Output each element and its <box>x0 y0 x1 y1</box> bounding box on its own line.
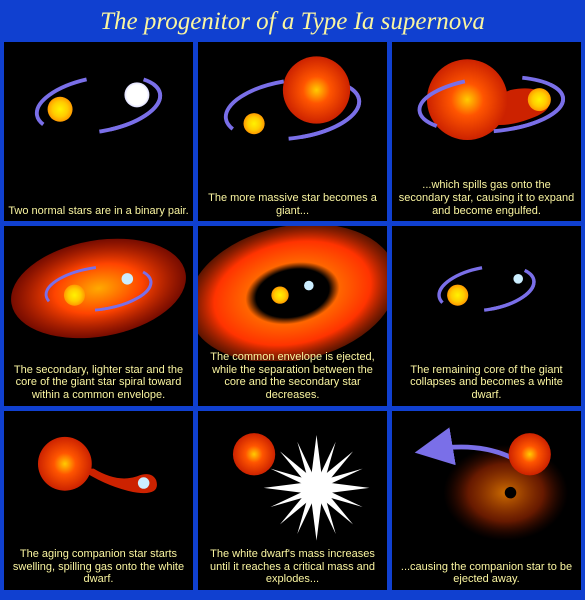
panel-2-art <box>198 42 387 176</box>
panel-4-caption: The secondary, lighter star and the core… <box>8 364 189 402</box>
panel-7-art <box>4 411 193 545</box>
panel-1-caption: Two normal stars are in a binary pair. <box>8 205 189 218</box>
panel-5: The common envelope is ejected, while th… <box>198 226 387 405</box>
panel-5-art <box>198 226 387 360</box>
panel-6: The remaining core of the giant collapse… <box>392 226 581 405</box>
panel-2: The more massive star becomes a giant... <box>198 42 387 221</box>
panel-3-art <box>392 42 581 176</box>
panel-7-caption: The aging companion star starts swelling… <box>8 548 189 586</box>
diagram-frame: The progenitor of a Type Ia supernova Tw… <box>0 0 585 600</box>
panel-1-art <box>4 42 193 176</box>
panel-8: The white dwarf's mass increases until i… <box>198 411 387 590</box>
panel-6-art <box>392 226 581 360</box>
diagram-title: The progenitor of a Type Ia supernova <box>4 4 581 42</box>
panel-3: ...which spills gas onto the secondary s… <box>392 42 581 221</box>
panel-6-caption: The remaining core of the giant collapse… <box>396 364 577 402</box>
panel-4: The secondary, lighter star and the core… <box>4 226 193 405</box>
panel-grid: Two normal stars are in a binary pair. T… <box>4 42 581 590</box>
panel-9-caption: ...causing the companion star to be ejec… <box>396 561 577 586</box>
panel-8-art <box>198 411 387 545</box>
panel-8-caption: The white dwarf's mass increases until i… <box>202 548 383 586</box>
panel-9-art <box>392 411 581 545</box>
panel-3-caption: ...which spills gas onto the secondary s… <box>396 179 577 217</box>
panel-7: The aging companion star starts swelling… <box>4 411 193 590</box>
panel-1: Two normal stars are in a binary pair. <box>4 42 193 221</box>
panel-2-caption: The more massive star becomes a giant... <box>202 192 383 217</box>
panel-5-caption: The common envelope is ejected, while th… <box>202 351 383 402</box>
panel-4-art <box>4 226 193 360</box>
panel-9: ...causing the companion star to be ejec… <box>392 411 581 590</box>
